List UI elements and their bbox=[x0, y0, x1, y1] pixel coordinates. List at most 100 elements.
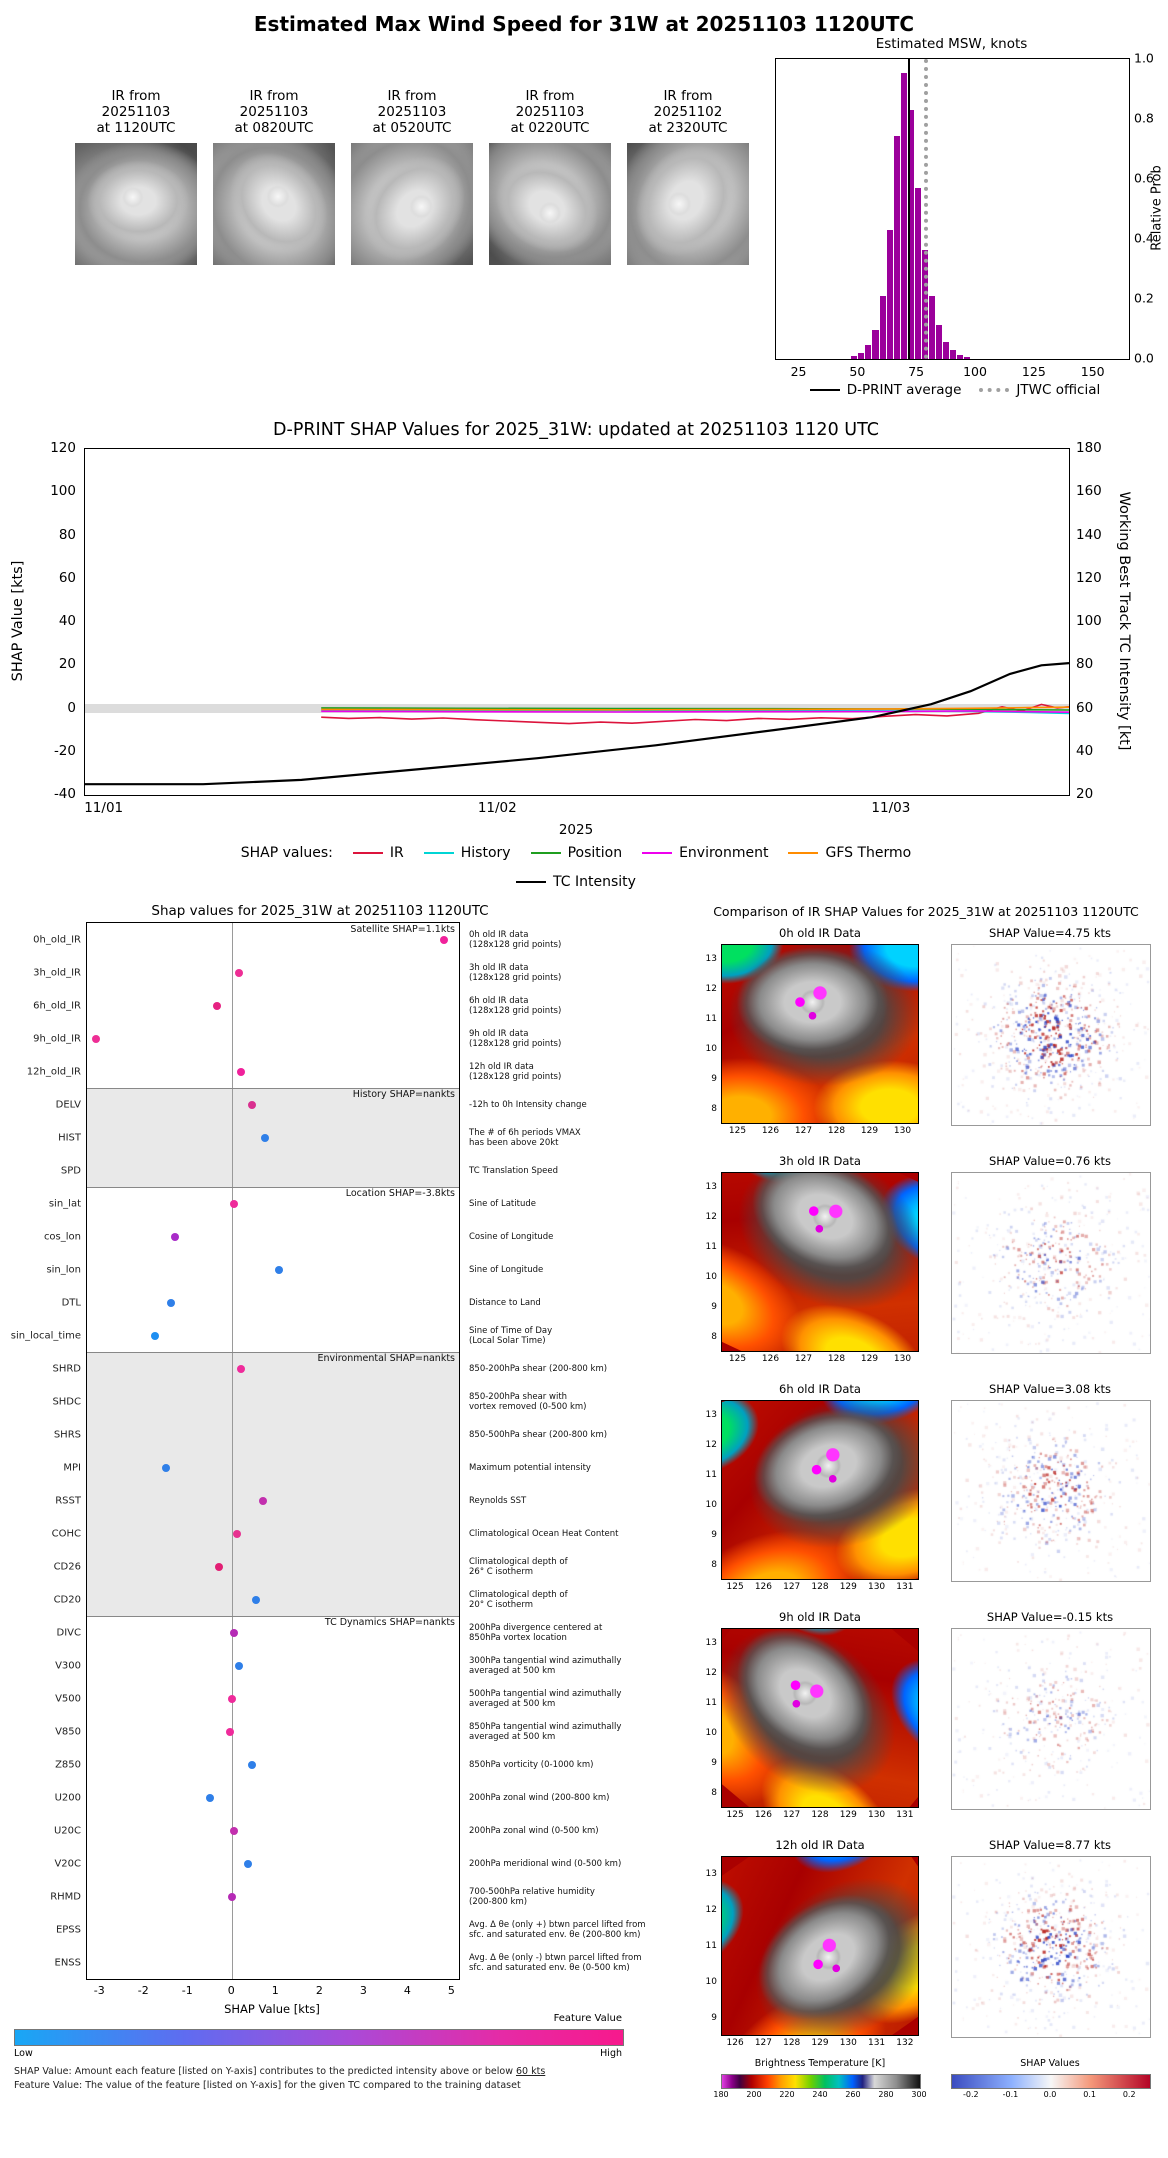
longitude-tick: 129 bbox=[860, 1126, 879, 1136]
dotplot-row: V850 850hPa tangential wind azimuthally … bbox=[55, 1715, 621, 1748]
left-y-tick: 0 bbox=[67, 699, 76, 716]
feature-label: MPI bbox=[63, 1462, 81, 1473]
longitude-tick: 125 bbox=[726, 1582, 744, 1592]
feature-label: ENSS bbox=[54, 1957, 82, 1968]
legend-entry: TC Intensity bbox=[516, 874, 636, 890]
feature-description: 200hPa zonal wind (0-500 km) bbox=[469, 1825, 599, 1836]
shap-dotplot: 0h_old_IR Satellite SHAP=1.1kts 0h old I… bbox=[11, 922, 646, 1980]
feature-description: Climatological Ocean Heat Content bbox=[469, 1528, 619, 1539]
dotplot-x-tick: 1 bbox=[271, 1984, 279, 1997]
latitude-tick: 12 bbox=[705, 984, 717, 994]
histogram-y-tick: 0.8 bbox=[1134, 110, 1154, 126]
feature-label: 0h_old_IR bbox=[33, 934, 81, 945]
dotplot-point bbox=[261, 1133, 270, 1142]
feature-description: 500hPa tangential wind azimuthally avera… bbox=[469, 1688, 622, 1709]
ir-data-title: 6h old IR Data bbox=[779, 1382, 861, 1396]
ir-satellite-image bbox=[75, 143, 197, 265]
brightness-temp-ticks: 180 200 220 240 260 280 300 bbox=[713, 2090, 926, 2102]
dotplot-point bbox=[230, 1628, 239, 1637]
shap-values-colorbar-label: SHAP Values bbox=[1020, 2058, 1080, 2069]
shap-map-canvas bbox=[952, 945, 1150, 1125]
shap-map bbox=[951, 1400, 1151, 1582]
ir-data-title: 0h old IR Data bbox=[779, 926, 861, 940]
ir-thumbnail-label-line: at 0520UTC bbox=[372, 120, 452, 136]
shap-map-title: SHAP Value=4.75 kts bbox=[988, 926, 1112, 940]
histogram-bar bbox=[964, 356, 971, 359]
brightness-temp-tick: 180 bbox=[713, 2090, 729, 2099]
ir-comparison-row: 9h old IR Data 8 9 10 11 12 bbox=[705, 1606, 1159, 1834]
legend-entry: D-PRINT average bbox=[809, 382, 961, 398]
feature-description: 200hPa divergence centered at 850hPa vor… bbox=[469, 1622, 603, 1643]
dotplot-row: Z850 850hPa vorticity (0-1000 km) bbox=[55, 1748, 593, 1781]
feature-description: Avg. Δ θe (only +) btwn parcel lifted fr… bbox=[469, 1919, 646, 1940]
ir-thumbnail-label: IR from 20251103 at 1120UTC bbox=[75, 88, 197, 136]
ir-data-x-axis: 126 127 128 129 130 131 132 bbox=[721, 2038, 919, 2050]
ir-thumbnail-label-line: 20251102 bbox=[653, 104, 723, 120]
latitude-tick: 11 bbox=[705, 1014, 717, 1024]
legend-label: GFS Thermo bbox=[825, 845, 912, 861]
dotplot-row: V500 500hPa tangential wind azimuthally … bbox=[55, 1682, 621, 1715]
ir-comparison-row: 3h old IR Data 8 9 10 11 12 bbox=[706, 1150, 1159, 1378]
msw-histogram-plot bbox=[775, 58, 1130, 360]
ir-data-frame bbox=[721, 1172, 919, 1352]
latitude-tick: 11 bbox=[705, 1698, 717, 1708]
timeseries-svg bbox=[85, 662, 1069, 786]
dotplot-point bbox=[171, 1232, 180, 1241]
legend-label: JTWC official bbox=[1016, 382, 1101, 398]
feature-label: SHDC bbox=[52, 1396, 81, 1407]
ir-satellite-image bbox=[627, 143, 749, 265]
longitude-tick: 130 bbox=[867, 1810, 886, 1820]
brightness-temp-tick: 300 bbox=[911, 2090, 927, 2099]
feature-label: sin_lat bbox=[48, 1198, 81, 1209]
left-y-tick: 120 bbox=[50, 440, 76, 456]
histogram-bar bbox=[936, 324, 943, 359]
shap-values-colorbar bbox=[951, 2074, 1151, 2089]
feature-label: V850 bbox=[55, 1726, 81, 1737]
histogram-reference-line bbox=[924, 59, 929, 359]
legend-line-sample bbox=[530, 852, 561, 854]
feature-description: 850-200hPa shear (200-800 km) bbox=[469, 1363, 608, 1374]
date-tick: 11/03 bbox=[871, 800, 911, 816]
dotplot-x-tick: 3 bbox=[359, 1984, 367, 1997]
dotplot-row: V300 300hPa tangential wind azimuthally … bbox=[55, 1649, 621, 1682]
right-y-tick: 160 bbox=[1076, 483, 1102, 500]
histogram-y-tick: 1.0 bbox=[1134, 50, 1154, 66]
dotplot-row: 12h_old_IR 12h old IR data (128x128 grid… bbox=[27, 1055, 562, 1088]
dotplot-point bbox=[248, 1100, 257, 1109]
dotplot-point bbox=[162, 1463, 171, 1472]
latitude-tick: 10 bbox=[705, 1728, 717, 1738]
legend-label: TC Intensity bbox=[553, 874, 636, 890]
timeseries-left-axis: 120 100 80 60 40 20 0 -20 -40 bbox=[34, 440, 76, 802]
feature-description: Climatological depth of 26° C isotherm bbox=[469, 1556, 568, 1577]
histogram-x-tick: 75 bbox=[908, 364, 925, 379]
feature-label: RHMD bbox=[50, 1891, 81, 1902]
group-shap-label: History SHAP=nankts bbox=[352, 1089, 455, 1100]
dotplot-row: RHMD 700-500hPa relative humidity (200-8… bbox=[50, 1880, 595, 1913]
ir-thumbnail-label: IR from 20251102 at 2320UTC bbox=[627, 88, 749, 136]
legend-line-sample bbox=[979, 388, 1010, 392]
histogram-bar bbox=[851, 356, 858, 359]
latitude-tick: 13 bbox=[705, 1638, 717, 1648]
latitude-tick: 9 bbox=[711, 1530, 717, 1540]
footnote-text: SHAP Value: Amount each feature [listed … bbox=[14, 2066, 516, 2077]
feature-label: CD20 bbox=[53, 1594, 81, 1605]
feature-description: Cosine of Longitude bbox=[469, 1231, 554, 1242]
ir-thumbnail-label-line: IR from bbox=[387, 88, 437, 104]
dotplot-row: COHC Climatological Ocean Heat Content bbox=[52, 1517, 619, 1550]
right-y-tick: 120 bbox=[1076, 569, 1102, 586]
timeseries-legend: SHAP values: IR History Position Environ… bbox=[84, 845, 1068, 861]
group-shap-label: TC Dynamics SHAP=nankts bbox=[324, 1617, 455, 1628]
ir-comparison-title: Comparison of IR SHAP Values for 2025_31… bbox=[713, 904, 1139, 919]
latitude-tick: 8 bbox=[711, 1332, 717, 1342]
ir-data-image bbox=[722, 1629, 918, 1807]
feature-description: 3h old IR data (128x128 grid points) bbox=[469, 962, 562, 983]
ir-satellite-art bbox=[351, 143, 473, 265]
feature-description: 200hPa meridional wind (0-500 km) bbox=[469, 1858, 622, 1869]
feature-label: SHRS bbox=[53, 1429, 81, 1440]
dotplot-row: RSST Reynolds SST bbox=[55, 1484, 526, 1517]
brightness-temp-tick: 200 bbox=[746, 2090, 762, 2099]
feature-description: 850-200hPa shear with vortex removed (0-… bbox=[469, 1391, 587, 1412]
histogram-title: Estimated MSW, knots bbox=[875, 36, 1028, 52]
legend-entry: Position bbox=[530, 845, 622, 861]
right-y-tick: 80 bbox=[1076, 656, 1094, 673]
